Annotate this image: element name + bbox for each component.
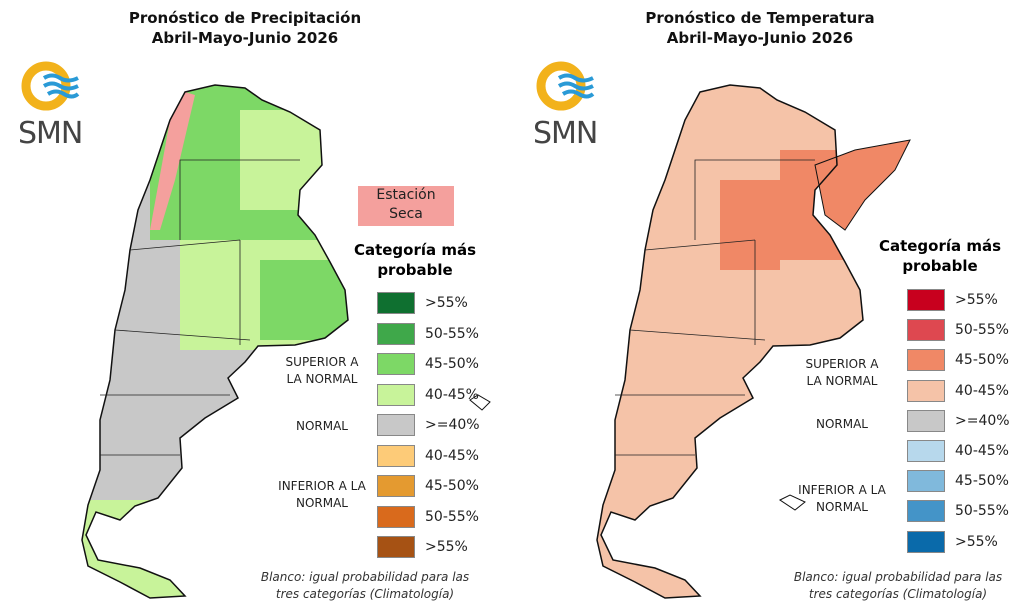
legend-label: 40-45% — [425, 386, 479, 403]
smn-logo-icon — [536, 61, 595, 111]
legend-label: 50-55% — [425, 325, 479, 342]
legend-label: >=40% — [955, 412, 1010, 429]
temp-title: Pronóstico de Temperatura Abril-Mayo-Jun… — [515, 8, 1005, 48]
legend-label: 50-55% — [425, 508, 479, 525]
legend-label: >55% — [955, 292, 998, 308]
legend-item: 50-55% — [377, 322, 479, 345]
dry-season-label: Estación Seca — [358, 186, 454, 226]
above-45-50-region-center — [720, 180, 780, 270]
category-above: SUPERIOR A LA NORMAL — [285, 355, 359, 386]
province-borders — [100, 159, 300, 456]
category-normal: NORMAL — [815, 417, 868, 431]
argentina-border — [81, 84, 349, 599]
legend-swatch — [907, 530, 945, 553]
category-below: INFERIOR A LA NORMAL — [278, 479, 366, 510]
dry-season-region — [150, 92, 195, 230]
smn-logo-text: SMN — [533, 116, 598, 151]
smn-logo-icon — [21, 61, 80, 111]
title-line-2: Abril-Mayo-Junio 2026 — [151, 29, 339, 47]
legend-swatch — [907, 500, 945, 523]
legend-swatch — [377, 414, 415, 436]
legend-item: 50-55% — [377, 505, 479, 528]
legend-swatch — [377, 536, 415, 558]
legend-item: 45-50% — [377, 475, 479, 497]
legend-swatch — [377, 322, 415, 345]
precipitation-panel: Pronóstico de Precipitación Abril-Mayo-J… — [0, 8, 491, 601]
category-normal: NORMAL — [295, 419, 348, 433]
legend-label: >55% — [425, 539, 468, 555]
precip-title: Pronóstico de Precipitación Abril-Mayo-J… — [0, 8, 490, 48]
legend-title: Categoría más probable — [878, 237, 1002, 275]
title-line-2: Abril-Mayo-Junio 2026 — [666, 29, 854, 47]
legend-swatch — [377, 383, 415, 406]
argentina-border — [596, 84, 864, 599]
legend-label: 50-55% — [955, 503, 1009, 520]
above-40-45-region-south — [82, 500, 220, 598]
above-45-50-region-bsas — [260, 260, 348, 340]
legend-swatch — [377, 444, 415, 467]
legend-label: 45-50% — [955, 352, 1009, 369]
legend-label: >=40% — [425, 417, 480, 433]
legend-item: >55% — [377, 536, 468, 558]
legend-item: >55% — [907, 530, 998, 553]
legend-swatch — [907, 289, 945, 311]
legend-item: >55% — [377, 292, 468, 314]
legend-label: 45-50% — [425, 356, 479, 372]
legend-label: >55% — [955, 533, 998, 550]
malvinas-islands — [779, 494, 806, 511]
legend-item: >55% — [907, 289, 998, 311]
legend-label: 40-45% — [425, 447, 479, 464]
smn-logo: SMN — [533, 58, 613, 153]
category-above: SUPERIOR A LA NORMAL — [805, 357, 879, 388]
legend-label: 50-55% — [955, 322, 1009, 339]
precipitation-map — [81, 84, 491, 599]
legend-swatch — [377, 475, 415, 497]
mesopotamia-region — [814, 139, 911, 231]
temperature-map — [596, 84, 911, 599]
legend-item: 45-50% — [907, 349, 1009, 372]
legend-swatch — [377, 292, 415, 314]
legend-label: 40-45% — [955, 443, 1009, 459]
legend-item: 50-55% — [907, 500, 1009, 523]
province-borders — [615, 159, 815, 456]
legend-item: >=40% — [377, 414, 480, 436]
legend-label: 40-45% — [955, 382, 1009, 399]
legend-swatch — [377, 505, 415, 528]
above-40-45-region — [597, 85, 863, 598]
legend-swatch — [907, 349, 945, 372]
legend-label: >55% — [425, 295, 468, 311]
legend-swatch — [907, 440, 945, 462]
legend-item: >=40% — [907, 409, 1010, 432]
temperature-panel: Pronóstico de Temperatura Abril-Mayo-Jun… — [515, 0, 1024, 611]
category-below: INFERIOR A LA NORMAL — [798, 483, 886, 514]
malvinas-islands — [469, 394, 491, 411]
legend-item: 40-45% — [377, 383, 479, 406]
legend-swatch — [907, 409, 945, 432]
legend-item: 45-50% — [907, 470, 1009, 493]
legend-swatch — [907, 379, 945, 402]
legend-item: 40-45% — [377, 444, 479, 467]
title-line-1: Pronóstico de Precipitación — [128, 9, 362, 27]
title-line-1: Pronóstico de Temperatura — [645, 9, 875, 27]
legend-item: 40-45% — [907, 440, 1009, 462]
legend-item: 50-55% — [907, 319, 1009, 342]
legend-note: Blanco: igual probabilidad para las tres… — [793, 570, 1003, 601]
smn-logo-text: SMN — [18, 116, 83, 151]
legend-title: Categoría más probable — [353, 241, 477, 279]
legend-swatch — [377, 353, 415, 375]
smn-logo: SMN — [18, 58, 98, 153]
legend-item: 40-45% — [907, 379, 1009, 402]
legend-note: Blanco: igual probabilidad para las tres… — [260, 570, 470, 601]
legend-item: 45-50% — [377, 353, 479, 375]
legend-label: 45-50% — [955, 473, 1009, 490]
legend-label: 45-50% — [425, 478, 479, 494]
legend-swatch — [907, 319, 945, 342]
legend-swatch — [907, 470, 945, 493]
